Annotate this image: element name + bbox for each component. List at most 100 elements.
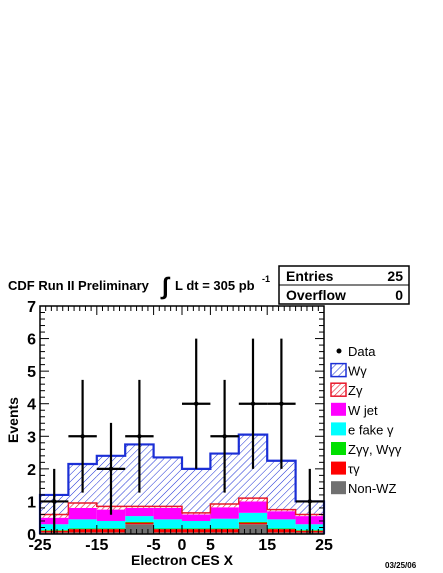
z-gamma-bar	[68, 503, 97, 508]
legend: Data Wγ Zγ W jet e fake γ Zγγ, Wγγ τγ Non-WZ	[330, 344, 402, 496]
zgg-wgg-bar	[153, 528, 182, 530]
entries-label: Entries	[286, 268, 334, 284]
tau-gamma-bar	[238, 522, 268, 525]
luminosity-exponent: -1	[262, 274, 270, 284]
luminosity-label: L dt = 305 pb	[175, 278, 255, 293]
data-point	[108, 466, 114, 472]
z-gamma-bar	[267, 509, 296, 512]
tau-gamma-bar	[210, 529, 239, 533]
z-gamma-bar	[238, 498, 268, 502]
zgg-wgg-bar	[238, 521, 268, 523]
y-tick-label: 6	[27, 332, 36, 349]
non-wz-bar	[68, 532, 97, 534]
data-point	[279, 401, 284, 406]
legend-w-jet-swatch	[331, 402, 346, 416]
e-fake-gamma-bar	[267, 519, 296, 529]
data-point	[194, 401, 199, 406]
e-fake-gamma-bar	[153, 519, 182, 529]
non-wz-bar	[96, 532, 126, 534]
w-jet-bar	[96, 509, 126, 521]
legend-z-gamma-swatch	[330, 382, 347, 397]
w-jet-bar	[153, 507, 182, 520]
non-wz-bar	[125, 524, 154, 534]
y-tick-label: 0	[27, 527, 36, 544]
y-tick-label: 1	[27, 494, 36, 511]
y-tick-label: 7	[27, 299, 36, 316]
legend-w-gamma-swatch	[330, 362, 347, 378]
x-axis-title: Electron CES X	[131, 552, 234, 568]
w-jet-bar	[267, 511, 296, 520]
zgg-wgg-bar	[68, 528, 97, 530]
y-tick-label: 5	[27, 364, 36, 381]
stats-box: Entries 25 Overflow 0	[278, 265, 410, 305]
legend-data-marker	[336, 348, 342, 354]
z-gamma-outline	[40, 497, 324, 516]
x-tick-label: 25	[315, 537, 333, 554]
data-point	[80, 434, 85, 439]
tau-gamma-bar	[96, 529, 126, 533]
legend-w-gamma: Wγ	[348, 364, 367, 379]
w-jet-bar	[125, 507, 154, 517]
x-tick-label: -15	[85, 537, 108, 554]
w-jet-bar	[210, 507, 239, 519]
data-point	[307, 499, 312, 504]
z-gamma-bar	[210, 504, 239, 508]
integral-sign: ∫	[160, 273, 171, 300]
non-wz-bar	[267, 532, 296, 534]
w-jet-bar	[238, 501, 268, 513]
zgg-wgg-bar	[267, 528, 296, 530]
w-gamma-bar	[182, 468, 211, 513]
w-jet-bar	[68, 507, 97, 520]
y-tick-label: 4	[27, 397, 36, 414]
legend-zgg-wgg: Zγγ, Wγγ	[348, 442, 402, 457]
legend-tau-gamma: τγ	[348, 462, 360, 477]
z-gamma-bar	[125, 506, 154, 508]
tau-gamma-bar	[125, 522, 154, 525]
y-tick-label: 3	[27, 429, 36, 446]
tau-gamma-bar	[153, 529, 182, 533]
e-fake-gamma-bar	[182, 520, 211, 529]
legend-w-jet: W jet	[348, 403, 378, 418]
x-tick-label: -5	[146, 537, 160, 554]
overflow-value: 0	[395, 287, 403, 303]
data-point	[222, 434, 227, 439]
zgg-wgg-bar	[210, 528, 239, 530]
legend-tau-gamma-swatch	[331, 461, 346, 475]
legend-non-wz: Non-WZ	[348, 481, 396, 496]
legend-data: Data	[348, 344, 376, 359]
stacked-histogram	[38, 433, 326, 534]
data-point	[52, 499, 57, 504]
z-gamma-bar	[182, 512, 211, 515]
data-point	[250, 401, 256, 406]
run-label: CDF Run II Preliminary	[8, 278, 150, 293]
legend-e-fake-gamma-swatch	[331, 422, 346, 436]
x-tick-label: 5	[206, 537, 215, 554]
tau-gamma-bar	[68, 529, 97, 533]
overflow-label: Overflow	[286, 287, 346, 303]
tau-gamma-bar	[182, 529, 211, 533]
e-fake-gamma-bar	[96, 520, 126, 529]
non-wz-bar	[153, 532, 182, 534]
y-tick-label: 2	[27, 462, 36, 479]
non-wz-bar	[182, 532, 211, 534]
e-fake-gamma-bar	[210, 518, 239, 529]
x-tick-label: 15	[258, 537, 276, 554]
non-wz-bar	[210, 532, 239, 534]
data-point	[137, 434, 142, 439]
e-fake-gamma-bar	[238, 512, 268, 522]
legend-non-wz-swatch	[331, 481, 346, 495]
y-axis-title: Events	[5, 397, 21, 443]
legend-e-fake-gamma: e fake γ	[348, 422, 394, 437]
w-jet-bar	[182, 514, 211, 521]
entries-value: 25	[387, 268, 403, 284]
legend-z-gamma: Zγ	[348, 383, 363, 398]
non-wz-bar	[238, 524, 268, 534]
zgg-wgg-bar	[125, 521, 154, 523]
x-tick-label: -25	[28, 537, 51, 554]
x-tick-label: 0	[178, 537, 187, 554]
legend-zgg-wgg-swatch	[331, 442, 346, 455]
data-points	[40, 338, 324, 534]
zgg-wgg-bar	[96, 528, 126, 530]
w-gamma-bar	[153, 457, 182, 507]
